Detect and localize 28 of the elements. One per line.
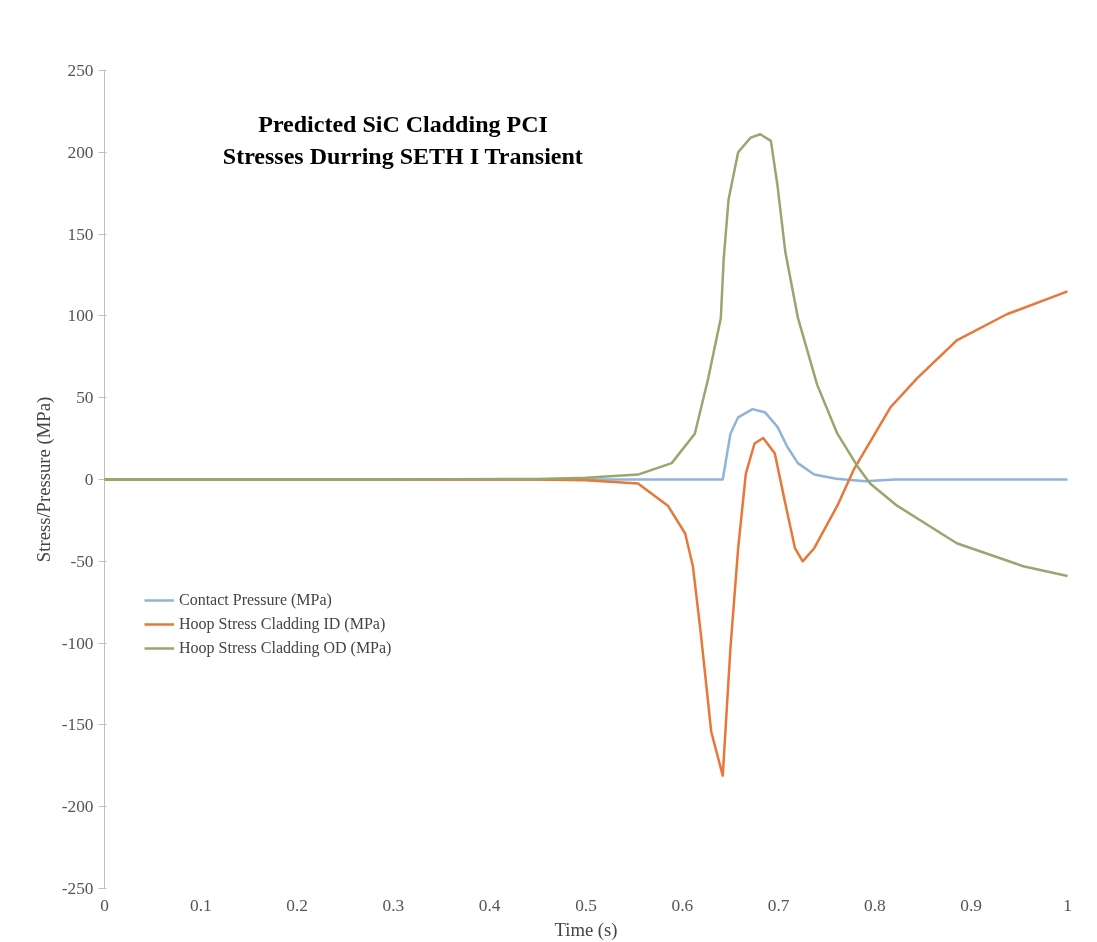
x-tick-label: 0.3 [382,895,405,915]
x-tick-label: 0.7 [767,895,790,915]
y-tick-label: 200 [67,142,94,162]
x-tick-label: 0.8 [864,895,886,915]
y-tick-label: -100 [61,633,94,653]
y-tick-label: -50 [70,551,94,571]
legend-label: Contact Pressure (MPa) [179,591,332,609]
y-tick-label: 250 [67,61,94,80]
y-tick-label: -150 [61,715,94,735]
x-tick-label: 1 [1063,895,1072,915]
x-tick-label: 0.6 [671,895,694,915]
legend-label: Hoop Stress Cladding ID (MPa) [179,615,386,633]
y-tick-label: 0 [84,470,94,489]
y-tick-label: 50 [76,388,94,408]
x-tick-label: 0 [100,895,109,915]
text: Predicted SiC Cladding PCI Stresses Durring SETH I Transient [222,111,583,169]
y-tick-label: 100 [67,306,94,326]
x-tick-label: 0.4 [478,895,501,915]
x-axis-title: Time (s) [554,918,618,941]
x-tick-label: 0.1 [189,895,212,915]
y-tick-label: 150 [67,224,94,244]
y-tick-label: -200 [61,797,94,817]
y-tick-label: -250 [61,879,94,898]
y-axis-title: Stress/Pressure (MPa) [32,396,55,563]
x-tick-label: 0.9 [960,895,983,915]
x-tick-label: 0.2 [286,895,308,915]
x-tick-label: 0.5 [575,895,597,915]
legend-label: Hoop Stress Cladding OD (MPa) [179,639,392,657]
